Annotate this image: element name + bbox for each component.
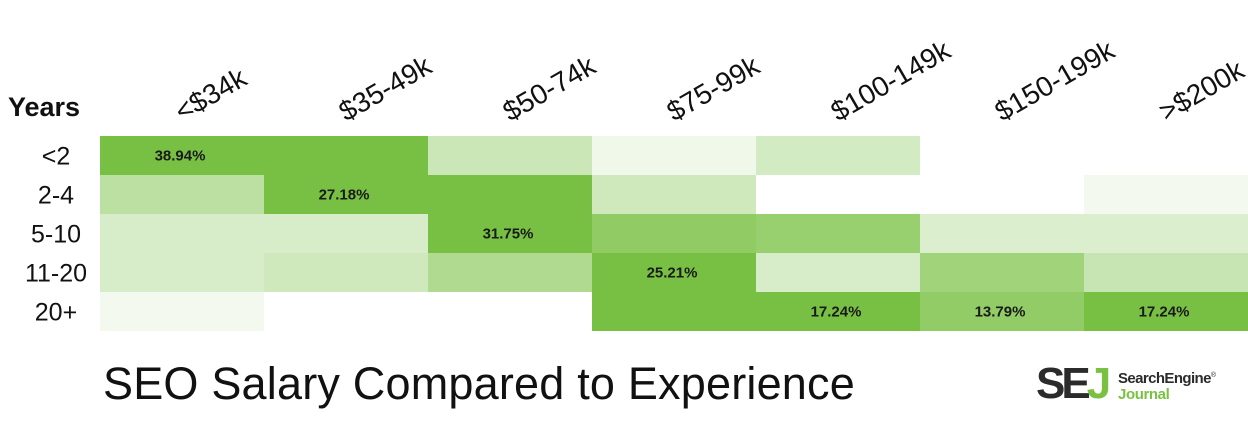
heatmap-cell-r4-c0 xyxy=(100,292,264,331)
row-label: 5-10 xyxy=(31,221,81,249)
cell-value-label: 13.79% xyxy=(975,304,1026,321)
heatmap-cell-r2-c2 xyxy=(428,214,592,253)
column-label: $100-149k xyxy=(826,34,957,128)
column-label: $35-49k xyxy=(334,49,438,127)
heatmap-cell-r2-c3 xyxy=(592,214,756,253)
heatmap-cell-r0-c0 xyxy=(100,136,264,175)
heatmap-cell-r1-c5 xyxy=(920,175,1084,214)
heatmap-cell-r2-c6 xyxy=(1084,214,1248,253)
heatmap-cell-r3-c1 xyxy=(264,253,428,292)
heatmap-cell-r4-c3 xyxy=(592,292,756,331)
heatmap-cell-r3-c0 xyxy=(100,253,264,292)
cell-value-label: 38.94% xyxy=(155,148,206,165)
row-label: 11-20 xyxy=(25,260,87,288)
cell-value-labels: 38.94% 27.18% 31.75% 25.21% 17.24% 13.79% 17.2… xyxy=(155,148,1190,321)
heatmap-cell-r4-c4 xyxy=(756,292,920,331)
heatmap-cell-r3-c5 xyxy=(920,253,1084,292)
heatmap-cell-r1-c3 xyxy=(592,175,756,214)
cell-value-label: 17.24% xyxy=(1139,304,1190,321)
heatmap-cell-r2-c1 xyxy=(264,214,428,253)
heatmap-cell-r4-c1 xyxy=(264,292,428,331)
heatmap-cell-r4-c5 xyxy=(920,292,1084,331)
row-label: <2 xyxy=(42,143,71,171)
heatmap-cell-r2-c5 xyxy=(920,214,1084,253)
row-axis-label: Years xyxy=(8,92,80,122)
chart-title: SEO Salary Compared to Experience xyxy=(103,358,855,409)
column-label: $50-74k xyxy=(498,49,602,127)
heatmap-cell-r0-c3 xyxy=(592,136,756,175)
salary-heatmap: Years <$34k $35-49k $50-74k $75-99k $100-149… xyxy=(8,34,1248,331)
heatmap-cell-r2-c4 xyxy=(756,214,920,253)
row-labels: <2 2-4 5-10 11-20 20+ xyxy=(25,143,87,327)
heatmap-cell-r3-c6 xyxy=(1084,253,1248,292)
heatmap-cells xyxy=(100,136,1248,331)
heatmap-cell-r3-c3 xyxy=(592,253,756,292)
heatmap-cell-r1-c4 xyxy=(756,175,920,214)
heatmap-cell-r0-c2 xyxy=(428,136,592,175)
heatmap-cell-r0-c6 xyxy=(1084,136,1248,175)
heatmap-cell-r1-c6 xyxy=(1084,175,1248,214)
heatmap-cell-r4-c6 xyxy=(1084,292,1248,331)
heatmap-cell-r1-c0 xyxy=(100,175,264,214)
cell-value-label: 31.75% xyxy=(483,226,534,243)
heatmap-cell-r2-c0 xyxy=(100,214,264,253)
heatmap-cell-r1-c1 xyxy=(264,175,428,214)
heatmap-cell-r1-c2 xyxy=(428,175,592,214)
heatmap-cell-r3-c2 xyxy=(428,253,592,292)
heatmap-cell-r3-c4 xyxy=(756,253,920,292)
sej-logo-mark: SEJ xyxy=(1036,359,1111,408)
heatmap-cell-r0-c1 xyxy=(264,136,428,175)
sej-logo-text: SearchEngine® Journal xyxy=(1118,370,1216,403)
row-label: 20+ xyxy=(35,299,77,327)
row-label: 2-4 xyxy=(38,182,74,210)
heatmap-cell-r4-c2 xyxy=(428,292,592,331)
column-label: $75-99k xyxy=(662,49,766,127)
heatmap-cell-r0-c4 xyxy=(756,136,920,175)
sej-logo: SEJ SearchEngine® Journal xyxy=(1036,362,1226,410)
cell-value-label: 27.18% xyxy=(319,187,370,204)
column-label: >$200k xyxy=(1154,54,1248,128)
column-labels: <$34k $35-49k $50-74k $75-99k $100-149k $150-… xyxy=(170,34,1248,128)
column-label: $150-199k xyxy=(990,34,1121,128)
column-label: <$34k xyxy=(170,61,253,127)
cell-value-label: 25.21% xyxy=(647,265,698,282)
heatmap-cell-r0-c5 xyxy=(920,136,1084,175)
cell-value-label: 17.24% xyxy=(811,304,862,321)
